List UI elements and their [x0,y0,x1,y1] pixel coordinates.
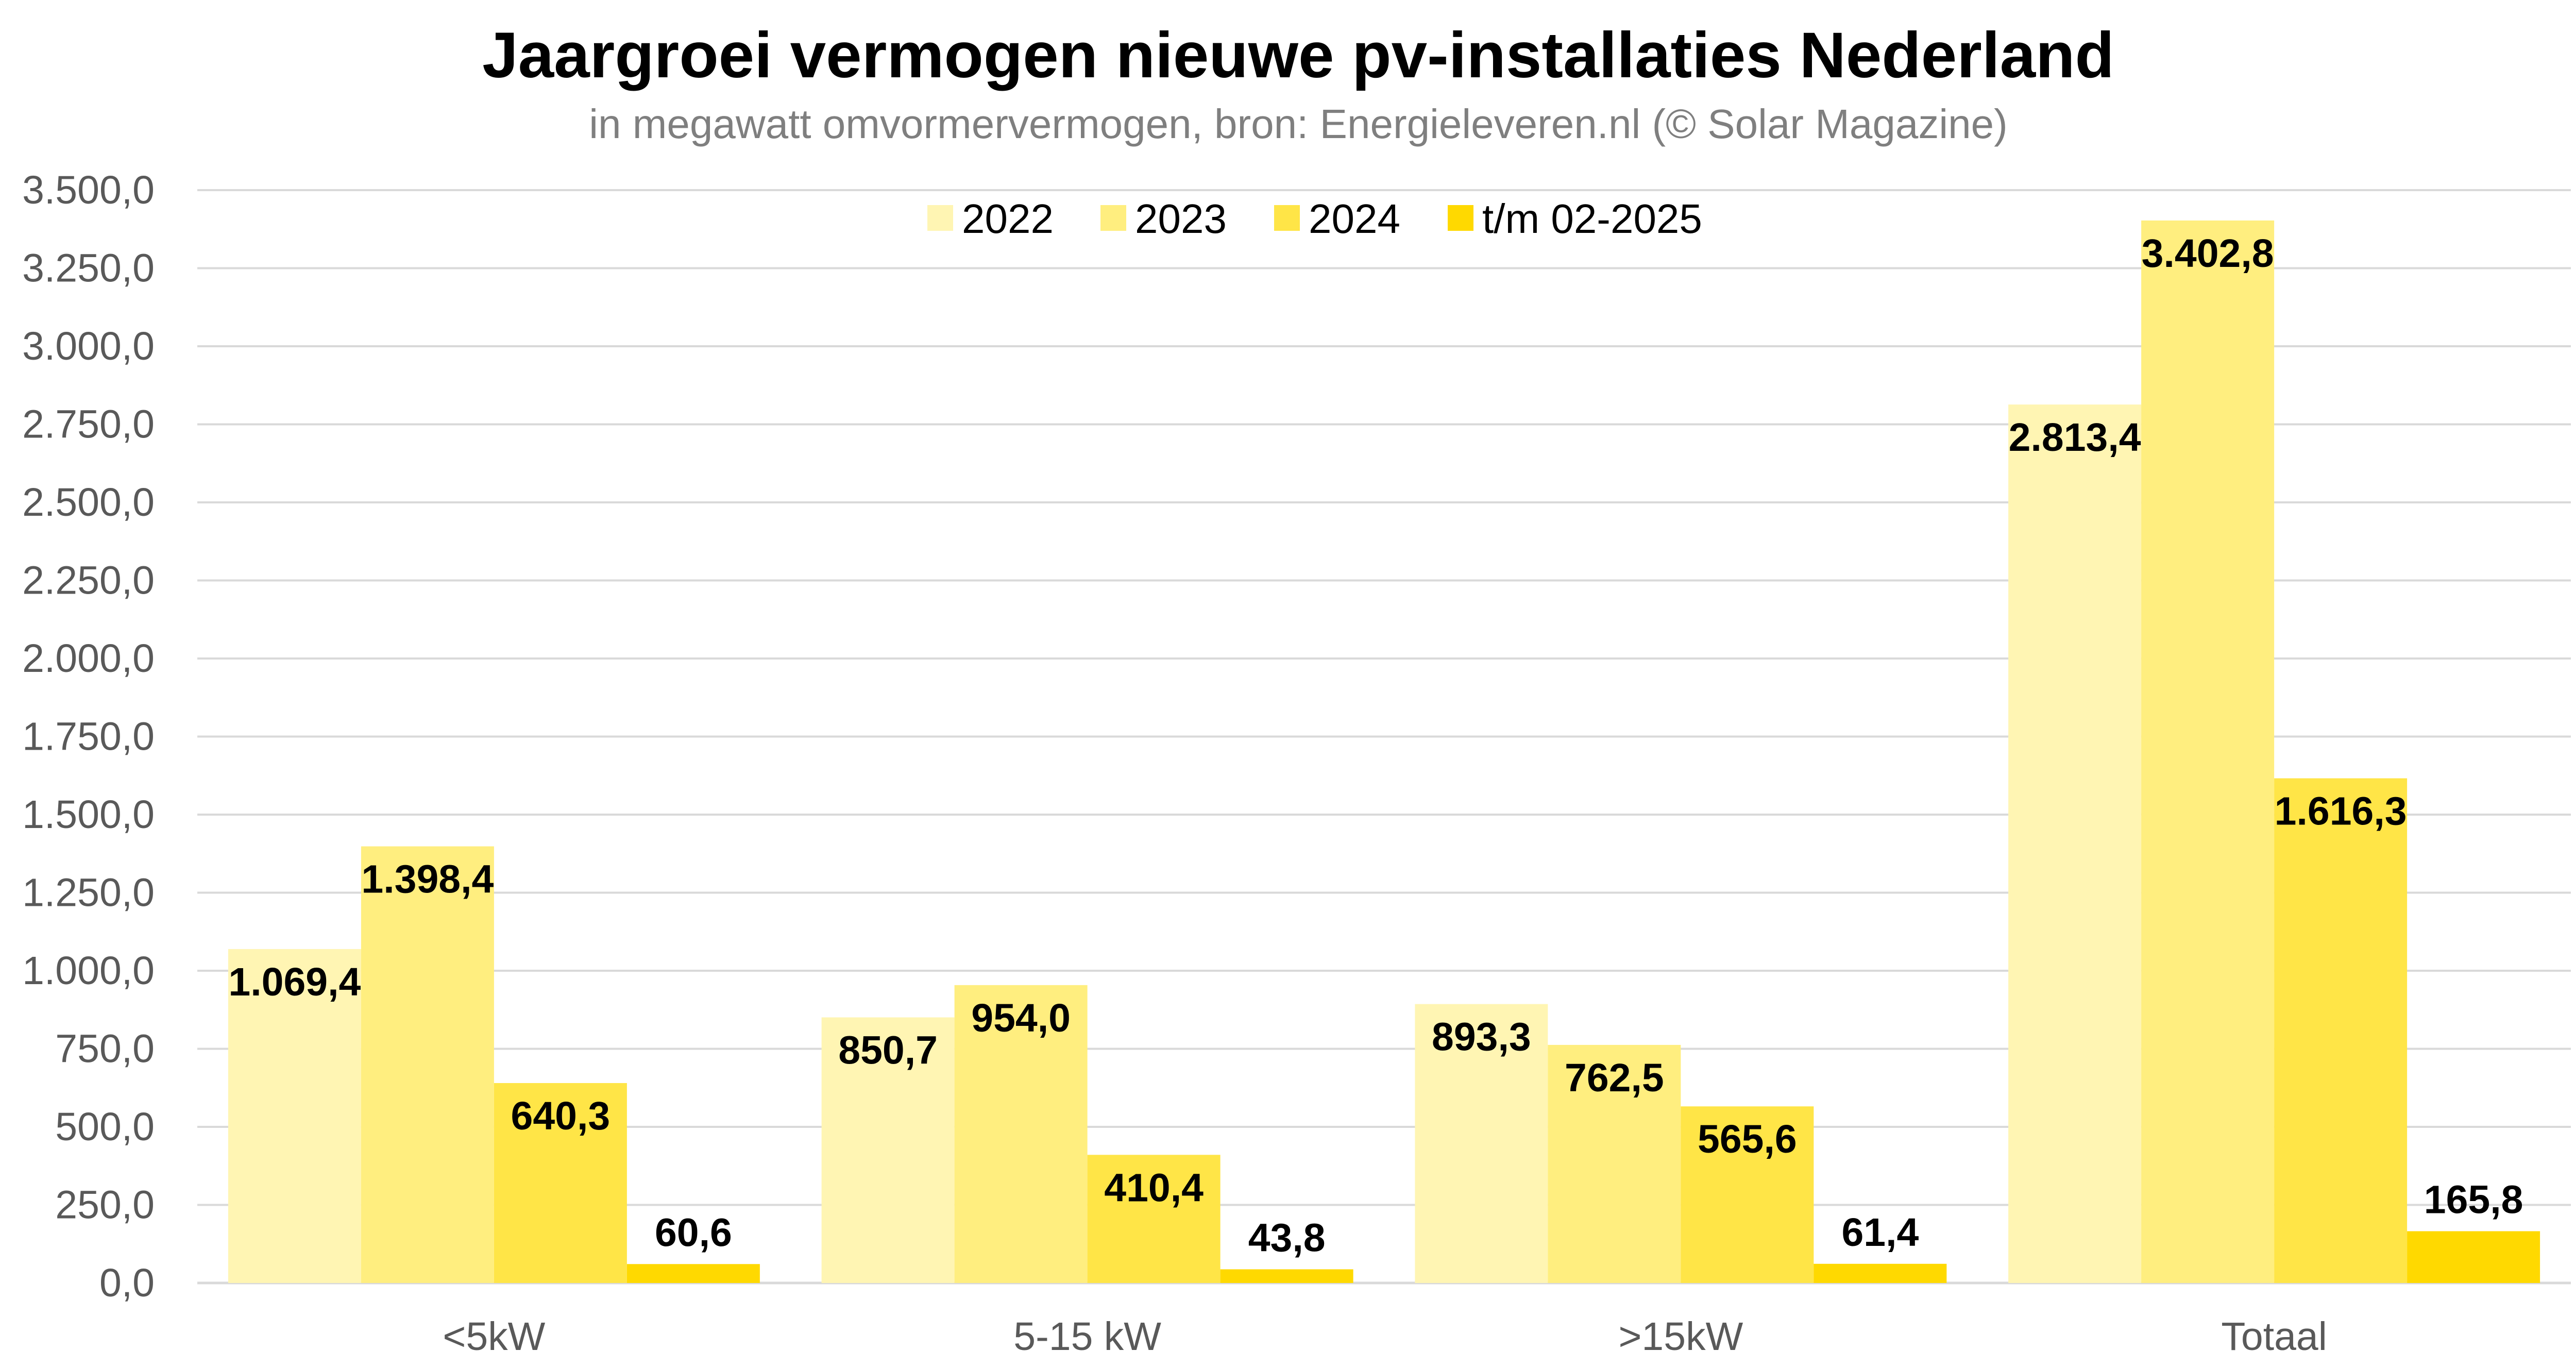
bar [1681,1106,1814,1283]
bar [2008,404,2142,1283]
legend-swatch [1100,205,1126,231]
bars [228,220,2540,1283]
legend-label: 2023 [1135,196,1227,242]
legend-swatch [1448,205,1473,231]
legend-swatch [1274,205,1300,231]
bar [821,1017,955,1283]
bar [954,985,1088,1283]
x-category-label: 5-15 kW [1013,1314,1161,1359]
chart-subtitle: in megawatt omvormervermogen, bron: Ener… [589,101,2008,147]
data-label: 61,4 [1841,1210,1919,1255]
bar [228,949,361,1283]
y-tick-label: 750,0 [55,1027,155,1071]
x-category-label: <5kW [443,1314,545,1359]
y-tick-label: 2.500,0 [22,480,155,525]
x-category-label: >15kW [1618,1314,1743,1359]
y-tick-label: 1.500,0 [22,792,155,837]
bar [1814,1263,1947,1283]
bar [494,1083,627,1283]
data-label: 60,6 [655,1210,732,1255]
x-category-label: Totaal [2221,1314,2327,1359]
y-axis-ticks: 0,0 250,0 500,0 750,0 1.000,0 1.250,0 1.500,0 1… [22,168,155,1305]
chart-title: Jaargroei vermogen nieuwe pv-installatie… [482,20,2114,91]
data-label: 3.402,8 [2142,231,2274,276]
bar [1548,1044,1681,1283]
data-label: 2.813,4 [2009,415,2141,460]
y-tick-label: 2.750,0 [22,402,155,447]
data-label: 893,3 [1432,1015,1531,1059]
data-label: 1.069,4 [228,960,361,1004]
data-label: 43,8 [1248,1215,1326,1260]
bar [361,846,494,1283]
legend-swatch [927,205,953,231]
y-tick-label: 500,0 [55,1105,155,1149]
bar [2274,778,2408,1283]
legend-label: 2022 [962,196,1054,242]
y-tick-label: 1.750,0 [22,715,155,759]
y-tick-label: 1.000,0 [22,949,155,993]
x-axis-categories: <5kW 5-15 kW >15kW Totaal [443,1314,2327,1359]
data-label: 850,7 [838,1028,938,1072]
data-label: 165,8 [2424,1178,2523,1222]
y-tick-label: 250,0 [55,1183,155,1227]
y-tick-label: 0,0 [99,1261,155,1305]
bar [1220,1269,1353,1283]
y-tick-label: 3.250,0 [22,246,155,291]
data-labels: 1.069,4 1.398,4 640,3 60,6 850,7 954,0 410,4 43… [228,231,2523,1260]
y-tick-label: 2.000,0 [22,636,155,681]
bar [626,1264,760,1283]
data-label: 410,4 [1104,1166,1204,1210]
data-label: 954,0 [971,996,1071,1040]
data-label: 1.398,4 [361,857,494,902]
legend-label: 2024 [1309,196,1400,242]
y-tick-label: 1.250,0 [22,871,155,915]
data-label: 762,5 [1565,1056,1664,1100]
legend: 2022 2023 2024 t/m 02-2025 [927,196,1702,242]
data-label: 640,3 [511,1094,611,1138]
y-tick-label: 2.250,0 [22,559,155,603]
y-tick-label: 3.500,0 [22,168,155,212]
data-label: 565,6 [1698,1117,1797,1161]
y-tick-label: 3.000,0 [22,324,155,368]
data-label: 1.616,3 [2275,789,2407,834]
bar [2141,220,2275,1283]
bar [2407,1231,2540,1283]
bar [1415,1004,1548,1283]
bar [1087,1155,1221,1283]
legend-label: t/m 02-2025 [1482,196,1702,242]
